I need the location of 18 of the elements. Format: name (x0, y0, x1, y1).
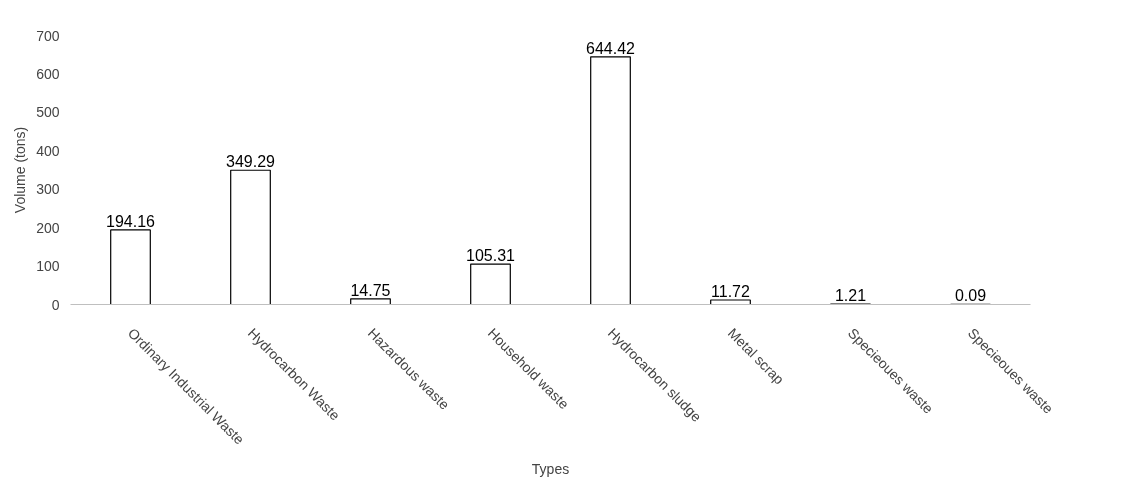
data-label: 14.75 (350, 281, 391, 299)
data-label: 105.31 (466, 247, 516, 265)
y-tick-label: 100 (36, 258, 60, 275)
y-tick-label: 600 (36, 65, 60, 82)
y-tick-label: 200 (36, 219, 60, 236)
data-label: 349.29 (226, 153, 276, 171)
y-axis-title: Volume (tons) (12, 126, 29, 214)
y-tick-label: 0 (51, 296, 60, 313)
data-label: 194.16 (106, 212, 156, 230)
x-axis-title: Types (531, 461, 570, 478)
y-tick-label: 300 (36, 181, 60, 198)
data-label: 1.21 (834, 287, 867, 305)
y-tick-label: 400 (36, 142, 60, 159)
data-label: 644.42 (586, 39, 636, 57)
data-label: 0.09 (954, 287, 987, 305)
y-tick-label: 700 (36, 27, 60, 44)
y-tick-label: 500 (36, 104, 60, 121)
data-label: 11.72 (711, 283, 751, 300)
